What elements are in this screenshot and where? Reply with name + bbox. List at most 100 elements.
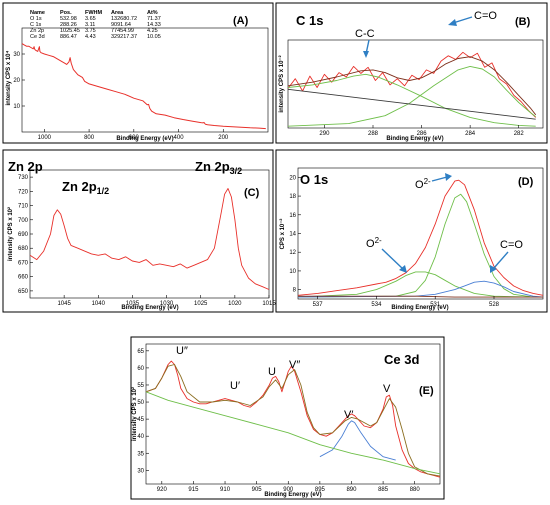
series-line-2 xyxy=(287,56,537,116)
panel-e-annotation: V xyxy=(383,383,391,395)
table-cell: 3.65 xyxy=(85,16,96,22)
table-cell: 10.05 xyxy=(147,34,161,40)
panel-c-label: (C) xyxy=(244,187,260,199)
x-tick-label: 290 xyxy=(319,131,330,137)
x-tick-label: 800 xyxy=(84,135,95,141)
table-header: Name xyxy=(30,10,45,16)
y-tick-label: 16 xyxy=(289,213,296,219)
panel-b-xlabel: Binding Energy (eV) xyxy=(386,136,443,142)
y-tick-label: 18 xyxy=(289,194,296,200)
panel-e-annotation: V′ xyxy=(344,409,353,421)
y-tick-label: 35 xyxy=(137,451,144,457)
panel-e-annotation: U″ xyxy=(176,345,188,357)
table-cell: 4.43 xyxy=(85,34,96,40)
panel-c: 1045 1040 1035 1030 1025 1020 1015 650 660 670 680… xyxy=(2,149,276,313)
panel-a-series-layer xyxy=(21,43,266,130)
x-tick-label: 400 xyxy=(174,135,185,141)
x-tick-label: 284 xyxy=(465,131,476,137)
x-tick-label: 880 xyxy=(410,487,421,493)
series-line-1 xyxy=(297,179,544,296)
x-tick-label: 1025 xyxy=(194,301,208,307)
table-cell: 77454.99 xyxy=(111,28,134,34)
table-cell: 4.25 xyxy=(147,28,158,34)
table-cell: Zn 2p xyxy=(30,28,44,34)
y-tick-label: 40 xyxy=(137,434,144,440)
series-line-3 xyxy=(297,271,543,298)
series-line-1 xyxy=(145,360,441,478)
y-tick-label: 20 xyxy=(289,175,296,181)
panel-e-annotation: V″ xyxy=(289,359,300,371)
table-cell: 886.47 xyxy=(60,34,77,40)
series-line-4 xyxy=(287,65,536,127)
y-tick-label: 8 xyxy=(293,288,297,294)
y-tick-label: 30 xyxy=(13,52,20,58)
arrow-icon xyxy=(381,248,407,273)
x-tick-label: 1030 xyxy=(160,301,174,307)
panel-d-series-layer xyxy=(297,179,544,298)
series-line-2 xyxy=(297,193,543,298)
x-tick-label: 1035 xyxy=(126,301,140,307)
y-tick-label: 10 xyxy=(13,104,20,110)
x-tick-label: 528 xyxy=(489,302,500,308)
series-line-4 xyxy=(145,391,441,475)
x-tick-label: 885 xyxy=(378,487,389,493)
panel-e-label: (E) xyxy=(419,385,434,397)
panel-d-xlabel: Binding Energy (eV) xyxy=(391,305,448,311)
series-line-4 xyxy=(297,280,544,298)
x-tick-label: 900 xyxy=(283,487,294,493)
x-tick-label: 1020 xyxy=(228,301,242,307)
table-header: Area xyxy=(111,10,124,16)
panel-c-title: Zn 2p xyxy=(8,159,43,174)
x-tick-label: 531 xyxy=(430,302,441,308)
panel-d-label: (D) xyxy=(518,176,534,188)
table-cell: O 1s xyxy=(30,16,42,22)
panel-a: 1000 800 600 400 200 10 20 30 Binding Energy (e… xyxy=(2,2,274,144)
series-line-1 xyxy=(287,51,537,118)
series-line-3 xyxy=(287,73,536,127)
table-cell: 3.75 xyxy=(85,28,96,34)
y-tick-label: 30 xyxy=(137,468,144,474)
panel-c-ticks-layer: 1045 1040 1035 1030 1025 1020 1015 650 660 670 680… xyxy=(18,175,276,307)
y-tick-label: 720 xyxy=(18,189,29,195)
arrow-icon xyxy=(490,251,509,273)
table-cell: Ce 3d xyxy=(30,34,45,40)
panel-e-title: Ce 3d xyxy=(384,352,419,367)
panel-c-series-layer xyxy=(29,188,270,290)
table-cell: 532.98 xyxy=(60,16,77,22)
x-tick-label: 537 xyxy=(313,302,324,308)
table-header: FWHM xyxy=(85,10,103,16)
panel-d-ylabel: CPS x 10⁻² xyxy=(279,219,286,250)
arrow-icon xyxy=(448,16,473,26)
panel-b-annotation: C=O xyxy=(474,10,497,22)
panel-a-frame xyxy=(2,2,274,144)
panel-b: 290 288 286 284 282 Binding Energy (eV) inte… xyxy=(275,2,548,144)
series-line-5 xyxy=(287,88,536,120)
panel-d-title: O 1s xyxy=(300,172,328,187)
x-tick-label: 920 xyxy=(157,487,168,493)
y-tick-label: 50 xyxy=(137,400,144,406)
panel-a-label: (A) xyxy=(233,15,249,27)
x-tick-label: 288 xyxy=(368,131,379,137)
panel-a-table: Name Pos. FWHM Area At% O 1s 532.98 3.65… xyxy=(30,10,161,40)
panel-b-plot-area xyxy=(287,39,544,129)
x-tick-label: 910 xyxy=(220,487,231,493)
panel-a-ylabel: intensity CPS x 10⁴ xyxy=(6,50,12,105)
table-cell: 14.33 xyxy=(147,22,161,28)
panel-e: 920 915 910 905 900 895 890 885 880 30 35 40 45 50 55 6… xyxy=(130,336,445,500)
panel-b-ylabel: intensity CPS x 10⁻² xyxy=(278,55,285,112)
table-cell: 3.11 xyxy=(85,22,95,28)
y-tick-label: 680 xyxy=(18,246,29,252)
x-tick-label: 895 xyxy=(315,487,326,493)
y-tick-label: 60 xyxy=(137,366,144,372)
y-tick-label: 690 xyxy=(18,232,29,238)
series-line-3 xyxy=(319,420,396,461)
x-tick-label: 534 xyxy=(371,302,382,308)
panel-d-frame xyxy=(275,149,548,313)
y-tick-label: 730 xyxy=(18,175,29,181)
y-tick-label: 20 xyxy=(13,78,20,84)
x-tick-label: 1015 xyxy=(262,301,276,307)
panel-b-series-layer xyxy=(287,51,537,127)
y-tick-label: 55 xyxy=(137,383,144,389)
y-tick-label: 660 xyxy=(18,275,29,281)
